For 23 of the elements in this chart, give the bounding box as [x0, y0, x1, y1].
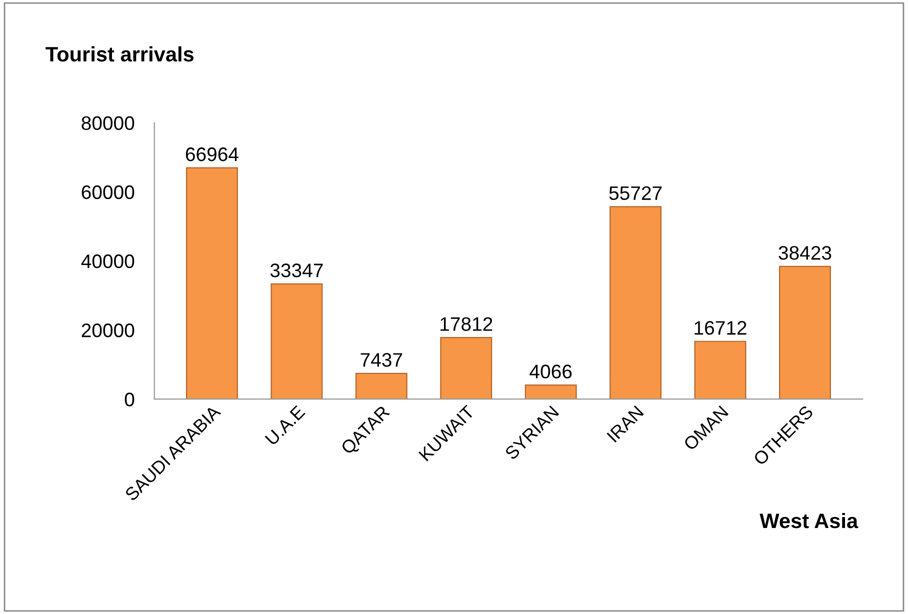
- bar: [440, 337, 492, 400]
- y-tick-label: 40000: [81, 254, 134, 268]
- data-label: 33347: [270, 264, 323, 278]
- bar: [610, 206, 662, 400]
- y-tick-label: 20000: [82, 323, 134, 338]
- y-tick-label: 60000: [82, 185, 134, 200]
- x-axis-title: West Asia: [760, 512, 858, 528]
- data-label: 55727: [609, 186, 662, 200]
- data-label: 17812: [440, 317, 492, 331]
- y-tick-label: 80000: [82, 116, 134, 130]
- bar: [186, 167, 238, 400]
- bar: [524, 384, 577, 400]
- bar: [779, 266, 831, 400]
- bar: [694, 340, 746, 400]
- data-label: 7437: [360, 353, 402, 367]
- y-tick-label: 0: [124, 392, 134, 406]
- chart-title: Tourist arrivals: [46, 46, 194, 62]
- bar: [355, 372, 408, 400]
- data-label: 16712: [694, 320, 746, 335]
- data-label: 38423: [778, 246, 832, 260]
- data-label: 4066: [530, 364, 572, 378]
- bar: [270, 283, 323, 400]
- data-label: 66964: [186, 147, 238, 162]
